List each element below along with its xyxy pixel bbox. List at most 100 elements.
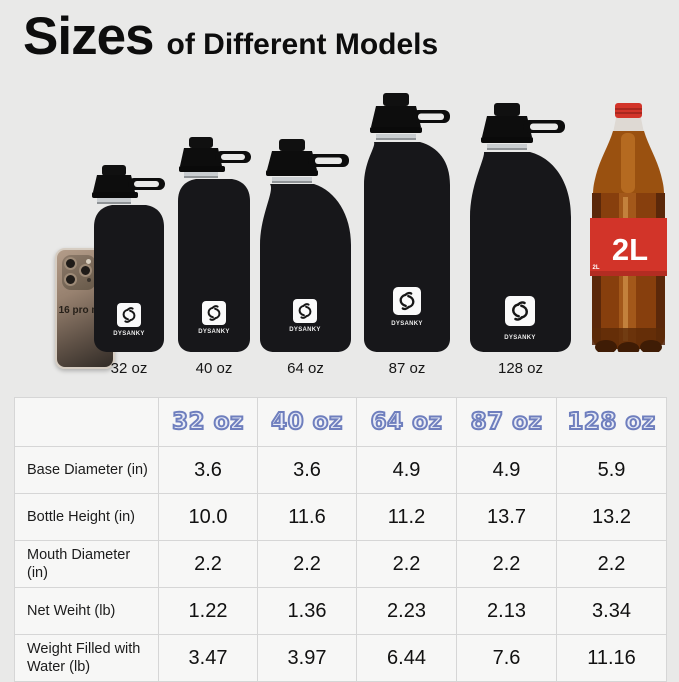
size-label-40oz: 40 oz	[195, 360, 233, 377]
bottle-87oz: DYSANKY 87 oz	[362, 93, 452, 377]
bottle-cap	[481, 103, 565, 143]
steel-collar	[272, 177, 312, 183]
cola-cap	[615, 103, 642, 118]
bottle-40oz: DYSANKY 40 oz	[176, 137, 252, 377]
table-cell: 2.2	[556, 540, 667, 588]
cola-bottle-graphic: 2L 2L	[590, 103, 667, 352]
table-cell: 13.7	[456, 493, 557, 541]
size-label-128oz: 128 oz	[497, 360, 544, 377]
row-label: Mouth Diameter (in)	[14, 540, 159, 588]
brand-name: DYSANKY	[198, 329, 229, 335]
bottle-32oz: DYSANKY 32 oz	[92, 163, 166, 377]
table-row-net-weight: Net Weiht (lb) 1.22 1.36 2.23 2.13 3.34	[14, 587, 667, 635]
camera-flash-icon	[86, 259, 91, 264]
size-label-87oz: 87 oz	[388, 360, 426, 377]
table-cell: 2.2	[456, 540, 557, 588]
steel-collar	[97, 198, 131, 204]
cola-base-foot	[640, 340, 662, 352]
row-label: Weight Filled with Water (lb)	[14, 634, 159, 682]
bottle-cap	[266, 139, 349, 176]
row-label: Bottle Height (in)	[14, 493, 159, 541]
phone-camera-module	[62, 255, 96, 290]
cola-label-2l: 2L	[612, 232, 648, 267]
cola-label: 2L 2L	[590, 218, 667, 276]
table-cell: 5.9	[556, 446, 667, 494]
cola-neck-ring	[613, 118, 644, 133]
bottle-body	[178, 179, 250, 352]
bottle-87oz-graphic: DYSANKY	[364, 93, 450, 352]
table-cell: 11.6	[257, 493, 357, 541]
bottle-cap	[370, 93, 450, 133]
table-cell: 1.36	[257, 587, 357, 635]
brand-logo: DYSANKY	[198, 301, 229, 335]
column-header-128oz: 128 oz	[556, 397, 667, 447]
spec-table: 32 oz 40 oz 64 oz 87 oz 128 oz Base Diam…	[14, 397, 667, 682]
title-main: Sizes	[23, 7, 155, 66]
camera-lens-icon	[64, 257, 77, 270]
table-cell: 3.97	[257, 634, 357, 682]
table-cell: 2.2	[158, 540, 258, 588]
table-cell: 2.2	[356, 540, 457, 588]
column-header-label: 64 oz	[370, 408, 443, 436]
column-header-32oz: 32 oz	[158, 397, 258, 447]
brand-logo: DYSANKY	[504, 296, 535, 341]
bottle-128oz-graphic: DYSANKY	[470, 103, 571, 352]
cola-bottle-2l: 2L 2L	[589, 103, 668, 352]
table-cell: 13.2	[556, 493, 667, 541]
table-row-mouth-diameter: Mouth Diameter (in) 2.2 2.2 2.2 2.2 2.2	[14, 540, 667, 588]
row-label: Base Diameter (in)	[14, 446, 159, 494]
bottle-body	[94, 205, 164, 352]
table-header-row: 32 oz 40 oz 64 oz 87 oz 128 oz	[14, 397, 667, 447]
row-label: Net Weiht (lb)	[14, 587, 159, 635]
bottle-cap	[92, 165, 165, 198]
cola-label-2l-small: 2L	[592, 265, 599, 271]
brand-name: DYSANKY	[289, 327, 320, 333]
table-cell: 10.0	[158, 493, 258, 541]
size-label-64oz: 64 oz	[287, 360, 324, 377]
brand-logo: DYSANKY	[289, 299, 320, 333]
steel-collar	[487, 144, 527, 150]
bottle-64oz-graphic: DYSANKY	[260, 139, 351, 352]
brand-name: DYSANKY	[504, 335, 535, 341]
cola-base-foot	[617, 342, 640, 352]
steel-collar	[376, 134, 416, 140]
brand-logo-glyph-icon	[207, 305, 221, 321]
table-cell: 2.13	[456, 587, 557, 635]
column-header-label: 40 oz	[270, 408, 343, 436]
brand-logo-glyph-icon	[122, 307, 136, 323]
table-cell: 6.44	[356, 634, 457, 682]
column-header-64oz: 64 oz	[356, 397, 457, 447]
camera-lens-icon	[79, 264, 92, 277]
brand-logo-glyph-icon	[511, 301, 529, 321]
camera-lidar-icon	[87, 278, 91, 282]
table-cell: 2.23	[356, 587, 457, 635]
bottle-128oz: DYSANKY 128 oz	[468, 103, 573, 377]
table-cell: 11.2	[356, 493, 457, 541]
table-row-base-diameter: Base Diameter (in) 3.6 3.6 4.9 4.9 5.9	[14, 446, 667, 494]
camera-lens-icon	[64, 273, 77, 286]
brand-name: DYSANKY	[391, 321, 422, 327]
table-cell: 4.9	[456, 446, 557, 494]
bottle-body	[260, 184, 351, 352]
table-row-bottle-height: Bottle Height (in) 10.0 11.6 11.2 13.7 1…	[14, 493, 667, 541]
brand-logo-glyph-icon	[298, 303, 312, 319]
brand-logo: DYSANKY	[391, 287, 422, 327]
column-header-40oz: 40 oz	[257, 397, 357, 447]
brand-name: DYSANKY	[113, 331, 144, 337]
column-header-87oz: 87 oz	[456, 397, 557, 447]
cola-base-foot	[595, 340, 617, 352]
bottle-cap	[179, 137, 251, 172]
table-cell: 2.2	[257, 540, 357, 588]
table-cell: 1.22	[158, 587, 258, 635]
table-cell: 4.9	[356, 446, 457, 494]
table-cell: 7.6	[456, 634, 557, 682]
bottle-body	[364, 142, 450, 352]
column-header-label: 87 oz	[470, 408, 543, 436]
steel-collar	[184, 172, 218, 178]
bottle-64oz: DYSANKY 64 oz	[258, 139, 353, 377]
table-cell: 3.6	[257, 446, 357, 494]
table-cell: 3.6	[158, 446, 258, 494]
column-header-label: 128 oz	[566, 408, 656, 436]
